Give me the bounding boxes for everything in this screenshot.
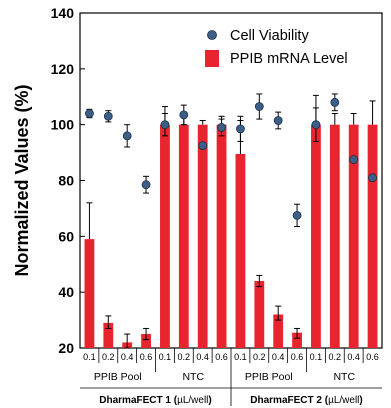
x-tick-label: 0.4 <box>272 352 285 362</box>
x-tick-label: 0.6 <box>215 352 228 362</box>
bar <box>292 332 302 348</box>
bar <box>141 334 151 348</box>
group-label: NTC <box>333 371 355 383</box>
bar <box>84 239 95 348</box>
y-tick-label: 140 <box>51 5 75 21</box>
x-tick-label: 0.1 <box>234 352 247 362</box>
x-tick-label: 0.4 <box>196 352 209 362</box>
x-tick-label: 0.4 <box>121 352 134 362</box>
viability-marker <box>311 120 321 130</box>
legend-swatch-ppib <box>205 50 219 67</box>
viability-marker <box>368 173 377 183</box>
x-tick-label: 0.1 <box>310 352 323 362</box>
y-axis-label: Normalized Values (%) <box>12 84 32 276</box>
x-tick-label: 0.6 <box>140 352 153 362</box>
viability-marker <box>103 111 113 121</box>
bar <box>311 124 321 349</box>
viability-marker <box>160 120 170 130</box>
marker-series <box>85 93 377 228</box>
viability-marker <box>349 155 359 164</box>
legend-label-viability: Cell Viability <box>230 28 309 44</box>
x-tick-label: 0.6 <box>366 352 379 362</box>
y-tick-label: 20 <box>58 340 74 356</box>
viability-marker <box>273 116 283 125</box>
super-group-label: DharmaFECT 1 (µL/well) <box>99 395 211 406</box>
y-tick-label: 60 <box>58 228 74 244</box>
x-tick-label: 0.1 <box>83 352 96 362</box>
x-tick-label: 0.2 <box>329 352 342 362</box>
bar <box>103 322 114 348</box>
legend-label-ppib: PPIB mRNA Level <box>230 51 348 67</box>
viability-marker <box>198 141 208 151</box>
viability-marker <box>179 110 189 120</box>
y-tick-label: 80 <box>58 173 74 189</box>
x-tick-label: 0.6 <box>291 352 304 362</box>
viability-marker <box>85 109 94 118</box>
super-group-label: DharmaFECT 2 (µL/well) <box>250 395 362 406</box>
viability-marker <box>292 210 302 220</box>
bar <box>348 124 359 349</box>
group-label: PPIB Pool <box>245 371 293 383</box>
viability-marker <box>330 97 340 107</box>
x-tick-label: 0.2 <box>178 352 191 362</box>
axis-labels: 20 40 60 80 100 120 140 Normalized Values (%) 0.… <box>12 5 382 406</box>
bar <box>235 153 246 348</box>
viability-marker <box>254 102 264 111</box>
x-tick-label: 0.2 <box>253 352 266 362</box>
bar <box>273 314 284 348</box>
legend: Cell Viability PPIB mRNA Level <box>205 28 348 67</box>
bar <box>367 124 378 349</box>
bar <box>197 124 208 349</box>
group-label: NTC <box>182 371 204 383</box>
x-tick-label: 0.4 <box>347 352 360 362</box>
y-tick-label: 120 <box>51 61 75 77</box>
bar <box>329 124 340 349</box>
bar <box>178 124 189 349</box>
x-tick-label: 0.2 <box>102 352 115 362</box>
y-tick-label: 100 <box>51 117 75 133</box>
group-label: PPIB Pool <box>94 371 142 383</box>
legend-marker-viability <box>207 30 217 40</box>
bar <box>160 124 170 349</box>
bar-series <box>84 94 378 349</box>
viability-marker <box>122 131 132 141</box>
y-tick-label: 40 <box>58 284 74 300</box>
viability-marker <box>141 180 151 190</box>
x-tick-label: 0.1 <box>159 352 172 362</box>
bar <box>216 124 227 349</box>
viability-marker <box>217 123 226 132</box>
viability-marker <box>236 124 245 134</box>
bar <box>254 281 265 348</box>
